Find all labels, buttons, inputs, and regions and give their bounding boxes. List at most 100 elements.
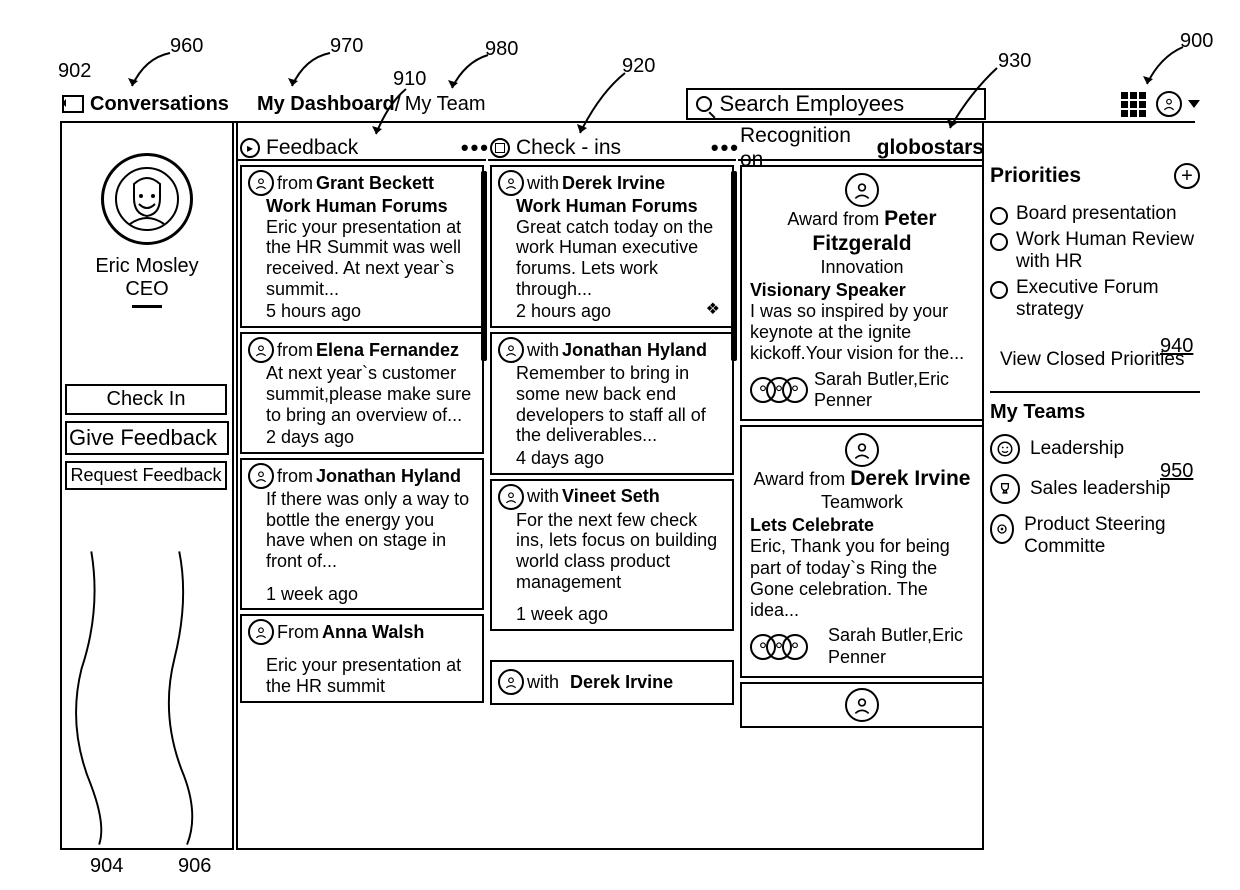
team-label: Product Steering Committe xyxy=(1024,514,1200,558)
profile-avatar[interactable] xyxy=(101,153,193,245)
profile-role: CEO xyxy=(125,278,168,301)
from-prefix: From xyxy=(277,622,319,643)
nav-dashboard[interactable]: My Dashboard xyxy=(257,93,395,116)
nav-dashboard-label: My Dashboard xyxy=(257,93,395,116)
from-name: Elena Fernandez xyxy=(316,340,459,361)
card-body: Eric your presentation at the HR Summit … xyxy=(266,217,476,300)
from-prefix: from xyxy=(277,340,313,361)
person-icon xyxy=(248,170,274,196)
nav-team-label: My Team xyxy=(405,93,486,116)
header-feedback[interactable]: ▸ Feedback ••• xyxy=(240,135,490,161)
header-feedback-label: Feedback xyxy=(266,136,358,160)
checkin-card[interactable]: with Vineet Seth For the next few check … xyxy=(490,479,734,631)
checkin-card[interactable]: with Derek Irvine xyxy=(490,660,734,705)
card-title: Work Human Forums xyxy=(266,196,476,217)
header-checkins[interactable]: Check - ins ••• xyxy=(490,135,740,161)
nav-conversations[interactable]: Conversations xyxy=(62,93,229,116)
feedback-column: from Grant Beckett Work Human Forums Eri… xyxy=(240,165,484,845)
from-name: Derek Irvine xyxy=(570,672,673,693)
apps-grid-icon[interactable] xyxy=(1121,92,1146,117)
divider-col2 xyxy=(488,159,736,161)
card-body: If there was only a way to bottle the en… xyxy=(266,489,476,572)
card-time: 1 week ago xyxy=(516,604,726,625)
feedback-card[interactable]: from Elena Fernandez At next year`s cust… xyxy=(240,332,484,454)
checkin-card[interactable]: with Jonathan Hyland Remember to bring i… xyxy=(490,332,734,474)
team-item[interactable]: Leadership xyxy=(990,434,1200,464)
person-icon xyxy=(845,688,879,722)
chevron-down-icon[interactable] xyxy=(1188,100,1200,108)
user-avatar[interactable] xyxy=(1156,91,1182,117)
add-priority-button[interactable]: + xyxy=(1174,163,1200,189)
feedback-card[interactable]: From Anna Walsh Eric your presentation a… xyxy=(240,614,484,702)
from-prefix: with xyxy=(527,486,559,507)
person-icon xyxy=(845,173,879,207)
team-label: Leadership xyxy=(1030,438,1124,460)
person-icon xyxy=(248,337,274,363)
priority-label: Board presentation xyxy=(1016,203,1177,225)
teams-title: My Teams xyxy=(990,401,1085,423)
priority-item[interactable]: Executive Forum strategy xyxy=(990,277,1200,321)
figure-label-960: 960 xyxy=(170,35,203,58)
scrollbar-thumb[interactable] xyxy=(481,171,487,361)
more-dots-icon[interactable]: ••• xyxy=(461,135,490,161)
divider-col3 xyxy=(738,159,984,161)
from-name: Vineet Seth xyxy=(562,486,660,507)
from-name: Derek Irvine xyxy=(562,173,665,194)
likers-names: Sarah Butler,Eric Penner xyxy=(814,369,974,411)
checkin-card[interactable]: with Derek Irvine Work Human Forums Grea… xyxy=(490,165,734,328)
sidebar-btn-request[interactable]: Request Feedback xyxy=(65,461,227,490)
person-icon xyxy=(845,433,879,467)
from-name: Jonathan Hyland xyxy=(562,340,707,361)
recognition-card[interactable]: Award from Peter Fitzgerald Innovation V… xyxy=(740,165,984,421)
more-dots-icon[interactable]: ••• xyxy=(711,135,740,161)
card-time: 5 hours ago xyxy=(266,301,476,322)
decorative-lines xyxy=(62,548,232,848)
from-prefix: with xyxy=(527,672,559,693)
likers-names: Sarah Butler,Eric Penner xyxy=(828,625,974,667)
search-placeholder: Search Employees xyxy=(720,91,905,117)
award-body: I was so inspired by your keynote at the… xyxy=(750,301,974,365)
priorities-title: Priorities xyxy=(990,164,1081,188)
recognition-card[interactable] xyxy=(740,682,984,728)
figure-label-920: 920 xyxy=(622,55,655,78)
radio-icon xyxy=(990,233,1008,251)
from-prefix: with xyxy=(527,173,559,194)
award-title: Visionary Speaker xyxy=(750,280,974,301)
award-from: Derek Irvine xyxy=(850,467,970,490)
award-title: Lets Celebrate xyxy=(750,515,974,536)
likers-avatars xyxy=(750,634,808,660)
figure-label-980: 980 xyxy=(485,38,518,61)
priority-item[interactable]: Board presentation xyxy=(990,203,1200,225)
search-input[interactable]: Search Employees xyxy=(686,88,986,120)
profile-underline xyxy=(132,305,162,308)
from-prefix: from xyxy=(277,173,313,194)
figure-label-900: 900 xyxy=(1180,30,1213,53)
feedback-card[interactable]: from Jonathan Hyland If there was only a… xyxy=(240,458,484,610)
right-panel-divider xyxy=(990,391,1200,393)
team-item[interactable]: Product Steering Committe xyxy=(990,514,1200,558)
sidebar-btn-checkin[interactable]: Check In xyxy=(65,384,227,415)
checkins-header-icon xyxy=(490,138,510,158)
radio-icon xyxy=(990,207,1008,225)
card-body: Eric your presentation at the HR summit xyxy=(266,655,476,696)
team-item[interactable]: Sales leadership xyxy=(990,474,1200,504)
figure-label-970: 970 xyxy=(330,35,363,58)
view-closed-priorities[interactable]: View Closed Priorities xyxy=(1000,349,1200,371)
feedback-card[interactable]: from Grant Beckett Work Human Forums Eri… xyxy=(240,165,484,328)
chat-icon xyxy=(62,95,84,113)
figure-label-906: 906 xyxy=(178,855,211,878)
card-body: At next year`s customer summit,please ma… xyxy=(266,363,476,425)
card-body: Great catch today on the work Human exec… xyxy=(516,217,726,300)
from-name: Grant Beckett xyxy=(316,173,434,194)
priority-label: Work Human Review with HR xyxy=(1016,229,1200,273)
scrollbar-thumb[interactable] xyxy=(731,171,737,361)
sidebar-btn-give[interactable]: Give Feedback xyxy=(65,421,229,455)
nav-team[interactable]: My Team xyxy=(405,93,486,116)
card-title: Work Human Forums xyxy=(516,196,726,217)
person-icon xyxy=(498,170,524,196)
from-prefix: with xyxy=(527,340,559,361)
left-sidebar: Eric Mosley CEO Check In Give Feedback R… xyxy=(60,123,234,850)
likers-avatars xyxy=(750,377,808,403)
recognition-card[interactable]: Award from Derek Irvine Teamwork Lets Ce… xyxy=(740,425,984,678)
priority-item[interactable]: Work Human Review with HR xyxy=(990,229,1200,273)
